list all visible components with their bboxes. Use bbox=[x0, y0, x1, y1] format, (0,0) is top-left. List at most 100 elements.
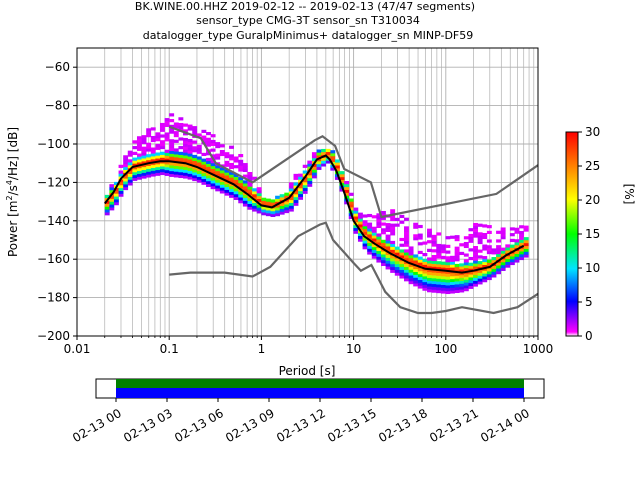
density-cell bbox=[196, 162, 202, 166]
density-cell bbox=[316, 161, 322, 165]
density-cell bbox=[404, 258, 409, 262]
density-cell bbox=[514, 250, 520, 254]
density-cell bbox=[104, 206, 110, 210]
density-cell bbox=[178, 163, 184, 167]
density-cell bbox=[178, 174, 184, 179]
density-cell bbox=[279, 211, 285, 215]
density-cell bbox=[463, 244, 469, 249]
density-cell bbox=[288, 205, 294, 209]
density-cell bbox=[118, 190, 124, 194]
density-cell bbox=[146, 154, 152, 158]
y-tick-label: −160 bbox=[37, 252, 70, 266]
density-cell bbox=[380, 228, 386, 232]
density-cell bbox=[206, 180, 211, 185]
density-cell bbox=[311, 155, 317, 159]
density-cell bbox=[394, 258, 400, 262]
density-cell bbox=[155, 132, 161, 136]
density-cell bbox=[486, 239, 492, 243]
density-cell bbox=[201, 158, 207, 162]
density-cell bbox=[505, 247, 511, 251]
title-line-2: sensor_type CMG-3T sensor_sn T310034 bbox=[196, 14, 420, 27]
density-cell bbox=[178, 157, 184, 161]
density-cell bbox=[206, 172, 211, 176]
density-cell bbox=[380, 251, 386, 255]
density-cell bbox=[427, 234, 432, 238]
density-cell bbox=[325, 160, 331, 164]
density-cell bbox=[440, 273, 446, 277]
density-cell bbox=[353, 210, 359, 214]
density-cell bbox=[196, 133, 202, 137]
colorbar-tick-label: 20 bbox=[585, 193, 600, 207]
density-cell bbox=[302, 170, 308, 174]
density-cell bbox=[376, 219, 382, 223]
density-cell bbox=[233, 191, 239, 195]
density-cell bbox=[316, 149, 322, 153]
density-cell bbox=[413, 234, 419, 238]
density-cell bbox=[385, 260, 391, 264]
density-cell bbox=[454, 235, 460, 239]
density-cell bbox=[224, 180, 230, 185]
density-cell bbox=[169, 127, 175, 131]
density-cell bbox=[275, 213, 281, 217]
density-cell bbox=[486, 248, 492, 252]
density-cell bbox=[367, 213, 373, 218]
density-cell bbox=[523, 225, 529, 229]
density-cell bbox=[482, 267, 488, 271]
density-cell bbox=[473, 257, 478, 261]
density-cell bbox=[187, 167, 193, 171]
density-cell bbox=[215, 142, 221, 146]
density-cell bbox=[109, 195, 115, 199]
x-tick-label: 100 bbox=[434, 342, 457, 356]
density-cell bbox=[417, 224, 423, 229]
density-cell bbox=[334, 176, 340, 180]
density-cell bbox=[500, 236, 506, 240]
density-cell bbox=[169, 150, 175, 154]
density-cell bbox=[146, 165, 152, 169]
density-cell bbox=[229, 162, 234, 167]
density-cell bbox=[491, 248, 497, 252]
density-cell bbox=[390, 263, 396, 268]
density-cell bbox=[252, 196, 257, 201]
density-cell bbox=[385, 246, 391, 250]
density-cell bbox=[334, 168, 340, 172]
colorbar-ticks: 0 5 10 15 20 25 30 bbox=[578, 125, 600, 343]
density-cell bbox=[109, 207, 115, 211]
density-cell bbox=[238, 182, 244, 186]
density-cell bbox=[431, 272, 437, 276]
density-cell bbox=[127, 165, 133, 169]
density-cell bbox=[509, 261, 515, 266]
density-cell bbox=[104, 200, 110, 204]
density-cell bbox=[385, 257, 391, 261]
density-cell bbox=[192, 146, 198, 150]
density-cell bbox=[173, 131, 179, 135]
density-cell bbox=[390, 217, 396, 222]
density-cell bbox=[357, 221, 363, 225]
density-cell bbox=[279, 208, 285, 212]
density-cell bbox=[238, 159, 244, 163]
density-cell bbox=[463, 273, 469, 277]
density-cell bbox=[413, 283, 419, 287]
density-cell bbox=[454, 272, 460, 276]
density-cell bbox=[270, 213, 276, 218]
density-cell bbox=[164, 120, 170, 125]
density-cell bbox=[459, 274, 465, 279]
density-cell bbox=[215, 165, 221, 169]
density-cell bbox=[252, 188, 257, 192]
density-cell bbox=[385, 228, 391, 233]
density-cell bbox=[463, 253, 469, 257]
density-cell bbox=[385, 251, 391, 256]
density-cell bbox=[123, 166, 129, 170]
density-cell bbox=[431, 260, 437, 264]
density-cell bbox=[376, 259, 382, 263]
density-cell bbox=[459, 280, 465, 284]
density-cell bbox=[459, 283, 465, 287]
density-cell bbox=[427, 286, 432, 290]
density-cell bbox=[219, 181, 225, 185]
density-cell bbox=[247, 186, 253, 190]
density-cell bbox=[178, 137, 184, 141]
density-cell bbox=[201, 173, 207, 177]
density-cell bbox=[104, 209, 110, 213]
density-cell bbox=[173, 139, 179, 143]
density-cell bbox=[473, 234, 478, 238]
density-cell bbox=[196, 179, 202, 183]
